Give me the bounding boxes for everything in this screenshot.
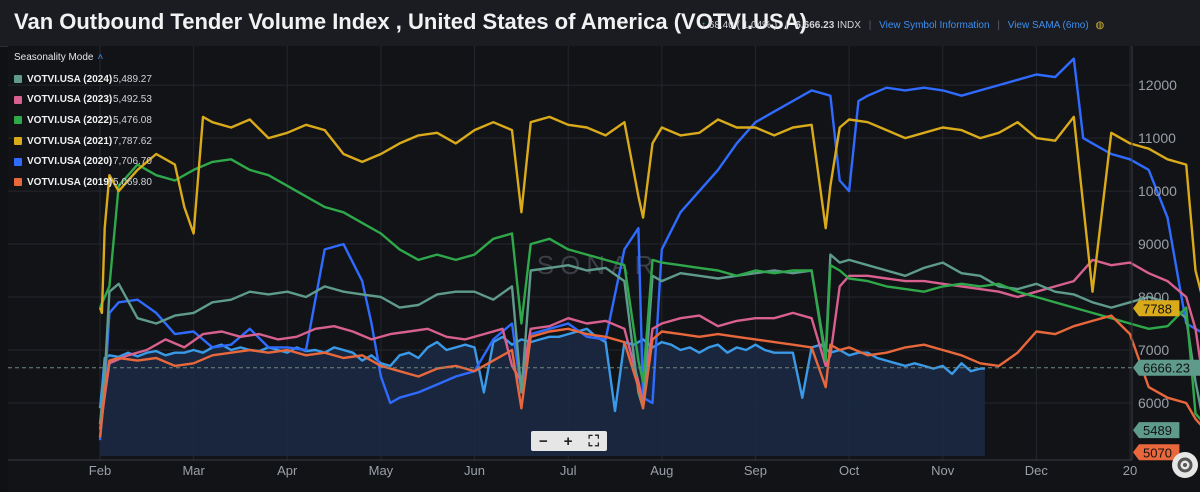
- y-tick-label: 6000: [1138, 395, 1169, 411]
- legend-item[interactable]: VOTVI.USA (2022) 5,476.08: [14, 110, 152, 131]
- view-sama-link[interactable]: View SAMA (6mo): [1007, 20, 1089, 31]
- value-tag-label: 7788: [1143, 301, 1172, 316]
- value-tag: 5070: [1133, 444, 1180, 461]
- header-info: ↑ 68.40 ( 1.04% ) | 6,666.23 INDX | View…: [701, 20, 1104, 31]
- chart-title: Van Outbound Tender Volume Index , Unite…: [14, 9, 807, 34]
- x-tick-label: Aug: [650, 463, 673, 478]
- separator: |: [868, 20, 872, 31]
- value-tag-label: 5070: [1143, 445, 1172, 460]
- legend-swatch: [14, 178, 22, 187]
- series-line: [98, 314, 1200, 438]
- legend-series-value: 7,787.62: [113, 135, 152, 147]
- legend-series-value: 5,476.08: [113, 114, 152, 126]
- current-year-area: [100, 328, 985, 456]
- x-tick-label: Nov: [931, 463, 955, 478]
- zoom-fit-button[interactable]: ⛶: [588, 432, 599, 450]
- watermark: SONAR: [537, 250, 659, 280]
- value-tag: 6666.23: [1133, 359, 1200, 376]
- x-tick-label: Mar: [182, 463, 205, 478]
- value-tag-bg: [1133, 444, 1180, 461]
- legend-swatch: [14, 137, 22, 146]
- x-tick-label: Jul: [560, 463, 577, 478]
- legend-item[interactable]: VOTVI.USA (2023) 5,492.53: [14, 90, 152, 111]
- value-tag: 5489: [1133, 422, 1180, 439]
- value-tag-label: 5489: [1143, 423, 1172, 438]
- y-tick-label: 9000: [1138, 236, 1169, 252]
- value-tag-bg: [1133, 359, 1200, 376]
- last-value: 6,666.23: [795, 20, 835, 31]
- y-tick-label: 10000: [1138, 183, 1177, 199]
- series-line: [98, 253, 1200, 425]
- legend-series-name: VOTVI.USA (2023): [27, 94, 113, 106]
- settings-gear-icon[interactable]: [1172, 452, 1198, 478]
- legend-swatch: [14, 95, 22, 104]
- legend-swatch: [14, 116, 22, 125]
- x-tick-label: May: [369, 463, 394, 478]
- y-tick-label: 7000: [1138, 342, 1169, 358]
- legend-item[interactable]: VOTVI.USA (2024) 5,489.27: [14, 69, 152, 90]
- legend-item[interactable]: VOTVI.USA (2019) 5,069.80: [14, 172, 152, 193]
- legend: Seasonality Mode ˄ VOTVI.USA (2024) 5,489.…: [14, 52, 152, 193]
- legend-series-name: VOTVI.USA (2024): [27, 73, 113, 85]
- x-tick-label: Apr: [277, 463, 298, 478]
- seasonality-mode-label: Seasonality Mode: [14, 52, 94, 63]
- separator: |: [997, 20, 1000, 31]
- change-value: 68.40 ( 1.04% ): [708, 20, 778, 31]
- x-tick-label: Oct: [839, 463, 860, 478]
- series-line: [98, 158, 1200, 421]
- change-up-icon: ↑: [701, 20, 706, 31]
- legend-series-name: VOTVI.USA (2020): [27, 156, 113, 168]
- legend-series-value: 5,492.53: [113, 94, 152, 106]
- camera-icon[interactable]: ◍: [1095, 20, 1105, 31]
- legend-series-value: 5,489.27: [113, 73, 152, 85]
- plot-area[interactable]: SONAR 6000 7000 8000 9000 10000 11000 12000 Feb M…: [8, 46, 1200, 492]
- x-tick-label: Jun: [464, 463, 485, 478]
- x-tick-label: Feb: [89, 463, 111, 478]
- legend-series-name: VOTVI.USA (2021): [27, 135, 113, 147]
- view-symbol-info-link[interactable]: View Symbol Information: [879, 20, 990, 31]
- y-tick-label: 12000: [1138, 77, 1177, 93]
- series-line: [98, 115, 1200, 315]
- y-tick-label: 11000: [1138, 130, 1176, 146]
- legend-series-name: VOTVI.USA (2022): [27, 114, 113, 126]
- legend-series-name: VOTVI.USA (2019): [27, 176, 113, 188]
- legend-series-value: 7,706.70: [113, 156, 152, 168]
- legend-swatch: [14, 157, 22, 166]
- value-tag-label: 6666.23: [1143, 361, 1190, 376]
- x-tick-label: Dec: [1025, 463, 1049, 478]
- series-line: [98, 57, 1200, 441]
- zoom-out-button[interactable]: −: [538, 432, 548, 450]
- x-tick-label: 20: [1123, 463, 1137, 478]
- value-tag: 7788: [1133, 300, 1180, 317]
- x-tick-label: Sep: [744, 463, 767, 478]
- zoom-controls: − + ⛶: [531, 431, 607, 451]
- legend-swatch: [14, 75, 22, 84]
- legend-item[interactable]: VOTVI.USA (2020) 7,706.70: [14, 151, 152, 172]
- zoom-in-button[interactable]: +: [563, 432, 573, 450]
- legend-series-value: 5,069.80: [113, 176, 152, 188]
- value-tag-bg: [1133, 300, 1180, 317]
- legend-rows: VOTVI.USA (2024) 5,489.27 VOTVI.USA (2023)…: [14, 69, 152, 193]
- chart-header: Van Outbound Tender Volume Index , Unite…: [0, 0, 1200, 47]
- seasonality-mode-toggle[interactable]: Seasonality Mode ˄: [14, 52, 152, 63]
- legend-item[interactable]: VOTVI.USA (2021) 7,787.62: [14, 131, 152, 152]
- separator: |: [784, 20, 788, 31]
- chevron-up-icon: ˄: [97, 52, 104, 63]
- value-tag-bg: [1133, 422, 1180, 439]
- unit-label: INDX: [837, 20, 861, 31]
